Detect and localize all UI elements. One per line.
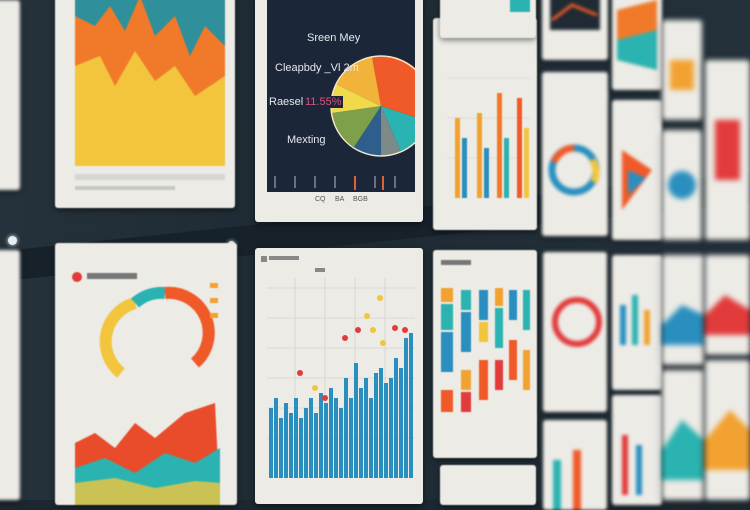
chart-panel: [662, 20, 702, 120]
pie-percent: 11.55%: [304, 96, 343, 108]
pie-label: Raesel: [269, 96, 304, 108]
bar-chart-panel: [433, 18, 537, 230]
pie-label: Sreen Mey: [307, 32, 361, 44]
chart-panel: [440, 465, 536, 505]
pie-chart: [330, 55, 415, 157]
pie-chart-panel: Sreen Mey Cleapbdy _Vl 2m Raesel 11.55% …: [255, 0, 423, 222]
pie-slice: [372, 55, 415, 118]
light-dot: [8, 236, 17, 245]
axis-label: CQ: [315, 196, 326, 203]
pie-label: Mexting: [287, 134, 326, 146]
pie-slice: [381, 106, 401, 157]
chart-panel: [440, 0, 536, 38]
bar-scatter-panel: [255, 248, 423, 504]
pie-screen: Sreen Mey Cleapbdy _Vl 2m Raesel 11.55% …: [267, 0, 415, 192]
ring-panel: [543, 252, 607, 412]
chart-panel: [705, 60, 750, 240]
chart-panel: [705, 255, 750, 355]
chart-panel: [612, 100, 662, 240]
edge-panel-top: [0, 0, 20, 190]
chart-panel: [612, 255, 662, 390]
pie-slice: [381, 106, 415, 152]
chart-panel: [662, 130, 702, 240]
edge-panel-bottom: [0, 250, 20, 500]
chart-panel: [612, 395, 662, 505]
chart-panel: [612, 0, 662, 90]
pie-slice: [332, 106, 381, 147]
chart-panel: [542, 0, 608, 60]
gauge-panel: [542, 72, 608, 236]
chart-panel: [705, 360, 750, 500]
stacked-bar-panel: [433, 250, 537, 458]
pie-label: Cleapbdy _Vl 2m: [275, 62, 359, 74]
chart-panel: [662, 255, 704, 365]
chart-panel: [543, 420, 607, 510]
area-chart-panel: [55, 0, 235, 208]
pie-slice: [354, 106, 381, 156]
axis-label: BGB: [353, 196, 368, 203]
gauge-area-panel: [55, 243, 237, 505]
chart-panel: [662, 370, 704, 500]
axis-label: BA: [335, 196, 345, 203]
pie-slice: [331, 84, 381, 113]
